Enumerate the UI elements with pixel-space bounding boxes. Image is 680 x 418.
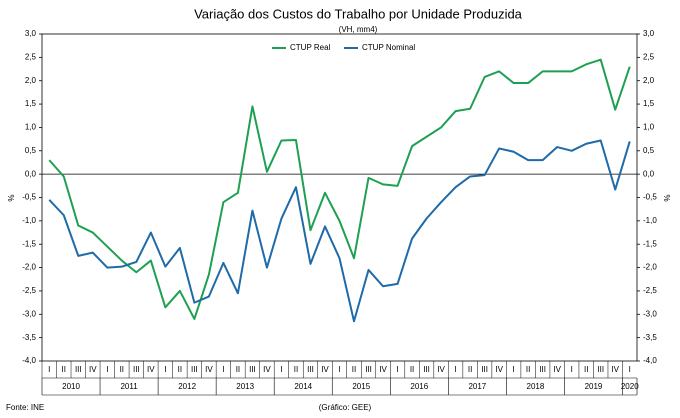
x-tick-label: IV xyxy=(263,365,271,374)
y2-tick-label: -3,5 xyxy=(643,333,657,342)
y2-tick-label: 0,0 xyxy=(643,169,655,178)
y-axis-label: % xyxy=(7,194,16,201)
y2-tick-label: -2,0 xyxy=(643,263,657,272)
plot-frame xyxy=(41,33,638,362)
x-tick-label: III xyxy=(423,365,430,374)
x-tick-label: II xyxy=(236,365,240,374)
x-tick-label: II xyxy=(468,365,472,374)
x-tick-label: I xyxy=(396,365,398,374)
x-tick-label: II xyxy=(120,365,124,374)
x-tick-label: I xyxy=(571,365,573,374)
year-label: 2014 xyxy=(294,382,312,391)
x-tick-label: I xyxy=(454,365,456,374)
year-label: 2018 xyxy=(527,382,545,391)
y2-tick-label: -0,5 xyxy=(643,193,657,202)
y2-tick-label: -1,0 xyxy=(643,216,657,225)
year-label: 2016 xyxy=(410,382,428,391)
x-tick-label: III xyxy=(481,365,488,374)
x-tick-label: IV xyxy=(321,365,329,374)
x-tick-label: IV xyxy=(147,365,155,374)
x-tick-label: II xyxy=(62,365,66,374)
x-tick-label: II xyxy=(352,365,356,374)
x-tick-label: III xyxy=(191,365,198,374)
y-tick-label: -2,0 xyxy=(22,263,36,272)
x-tick-label: II xyxy=(294,365,298,374)
y-tick-label: -4,0 xyxy=(22,356,36,365)
x-tick-label: I xyxy=(48,365,50,374)
y-tick-label: 1,5 xyxy=(25,99,37,108)
x-tick-label: II xyxy=(410,365,414,374)
x-tick-label: IV xyxy=(379,365,387,374)
series-line xyxy=(48,58,631,320)
y2-tick-label: -4,0 xyxy=(643,356,657,365)
legend-label: CTUP Nominal xyxy=(362,43,415,52)
year-label: 2013 xyxy=(236,382,254,391)
x-tick-label: IV xyxy=(495,365,503,374)
y-tick-label: 0,0 xyxy=(25,169,37,178)
y-tick-label: -0,5 xyxy=(22,193,36,202)
x-tick-label: III xyxy=(539,365,546,374)
y2-tick-label: 1,0 xyxy=(643,123,655,132)
x-tick-label: I xyxy=(222,365,224,374)
y-tick-label: -3,5 xyxy=(22,333,36,342)
x-tick-label: IV xyxy=(611,365,619,374)
y2-tick-label: -1,5 xyxy=(643,239,657,248)
y2-tick-label: 0,5 xyxy=(643,146,655,155)
x-tick-label: III xyxy=(133,365,140,374)
y2-tick-label: 2,5 xyxy=(643,52,655,61)
legend-label: CTUP Real xyxy=(290,43,331,52)
y-tick-label: -1,0 xyxy=(22,216,36,225)
x-tick-label: IV xyxy=(437,365,445,374)
x-tick-label: III xyxy=(75,365,82,374)
x-tick-label: II xyxy=(584,365,588,374)
x-tick-label: III xyxy=(365,365,372,374)
y-tick-label: 0,5 xyxy=(25,146,37,155)
year-label: 2019 xyxy=(585,382,603,391)
y-tick-label: -3,0 xyxy=(22,309,36,318)
y2-tick-label: 3,0 xyxy=(643,29,655,38)
y-tick-label: 3,0 xyxy=(25,29,37,38)
y-tick-label: 2,5 xyxy=(25,52,37,61)
y-tick-label: 2,0 xyxy=(25,76,37,85)
year-label: 2010 xyxy=(62,382,80,391)
x-tick-label: I xyxy=(338,365,340,374)
y-tick-label: -2,5 xyxy=(22,286,36,295)
x-tick-label: IV xyxy=(205,365,213,374)
x-tick-label: III xyxy=(249,365,256,374)
y2-tick-label: -3,0 xyxy=(643,309,657,318)
x-tick-label: IV xyxy=(89,365,97,374)
y2-tick-label: 1,5 xyxy=(643,99,655,108)
x-tick-label: I xyxy=(513,365,515,374)
year-label: 2011 xyxy=(120,382,138,391)
chart-subtitle: (VH, mm4) xyxy=(339,25,378,34)
y2-tick-label: 2,0 xyxy=(643,76,655,85)
chart-title: Variação dos Custos do Trabalho por Unid… xyxy=(194,6,523,21)
series-line xyxy=(48,139,631,323)
y-tick-label: 1,0 xyxy=(25,123,37,132)
source-note: Fonte: INE xyxy=(6,403,44,412)
x-tick-label: I xyxy=(106,365,108,374)
x-tick-label: II xyxy=(178,365,182,374)
y-tick-label: -1,5 xyxy=(22,239,36,248)
x-tick-label: I xyxy=(280,365,282,374)
x-tick-label: III xyxy=(597,365,604,374)
x-tick-label: II xyxy=(526,365,530,374)
x-tick-label: I xyxy=(629,365,631,374)
year-label: 2015 xyxy=(352,382,370,391)
y2-axis-label: % xyxy=(663,194,672,201)
x-tick-label: III xyxy=(307,365,314,374)
x-tick-label: I xyxy=(164,365,166,374)
year-label: 2017 xyxy=(468,382,486,391)
year-label: 2012 xyxy=(178,382,196,391)
y2-tick-label: -2,5 xyxy=(643,286,657,295)
x-tick-label: IV xyxy=(553,365,561,374)
credit-note: (Gráfico: GEE) xyxy=(319,403,372,412)
year-label: 2020 xyxy=(621,382,639,391)
